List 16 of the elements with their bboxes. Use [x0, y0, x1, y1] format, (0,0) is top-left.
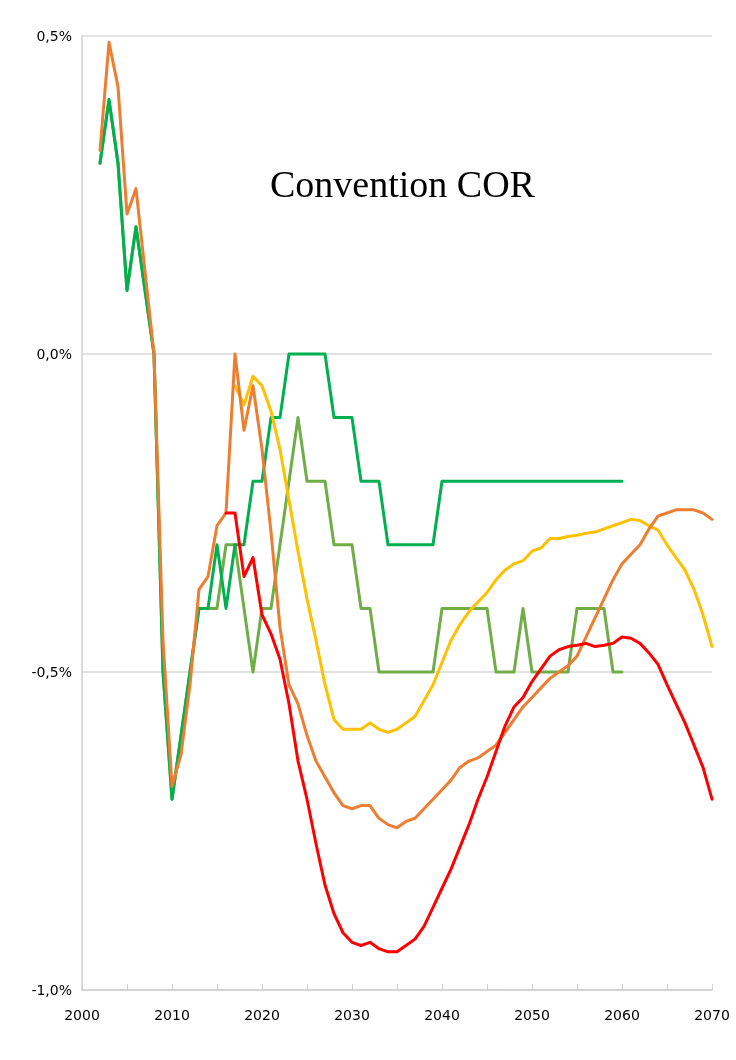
text: Convention COR	[270, 163, 536, 205]
line-series	[98, 40, 714, 830]
x-tick-label: 2030	[334, 1007, 370, 1023]
x-tick-label: 2050	[514, 1007, 550, 1023]
x-tick-label: 2070	[694, 1007, 730, 1023]
y-tick-label: -0,5%	[31, 664, 72, 680]
x-tick-label: 2060	[604, 1007, 640, 1023]
y-tick-label: 0,5%	[36, 28, 72, 44]
x-tick-label: 2040	[424, 1007, 460, 1023]
x-tick-label: 2000	[64, 1007, 100, 1023]
x-tick-label: 2010	[154, 1007, 190, 1023]
x-tick-label: 2020	[244, 1007, 280, 1023]
y-tick-label: -1,0%	[31, 982, 72, 998]
line-series	[224, 511, 714, 954]
y-tick-label: 0,0%	[36, 346, 72, 362]
line-series	[233, 374, 714, 734]
